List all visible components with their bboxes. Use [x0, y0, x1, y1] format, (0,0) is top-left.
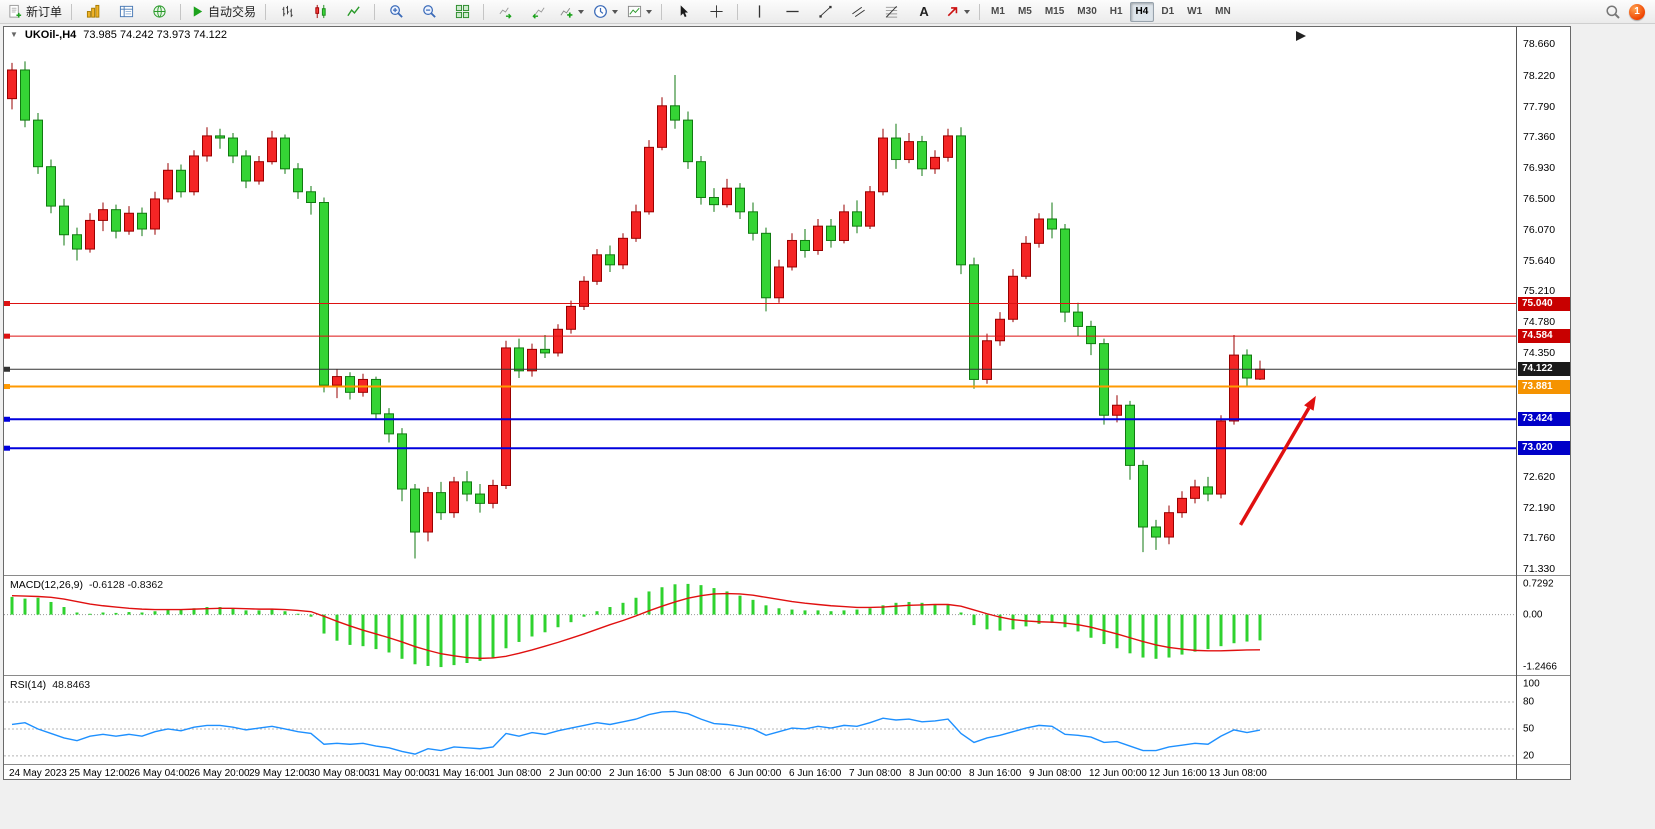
candles: [7, 61, 1265, 559]
toolbar: 新订单 自动交易: [0, 0, 1655, 24]
level-anchor-icon[interactable]: [4, 445, 10, 451]
tile-windows-icon: [455, 4, 469, 19]
annotation-arrow[interactable]: [1238, 407, 1311, 526]
horizontal-line-button[interactable]: [776, 1, 808, 23]
toolbar-separator: [71, 3, 73, 20]
text-tool-button[interactable]: A: [908, 1, 940, 23]
timeframe-button-m5[interactable]: M5: [1017, 6, 1032, 17]
dropdown-caret-icon: [646, 9, 653, 14]
market-watch-icon: [86, 4, 99, 18]
candlestick-chart-icon: [314, 4, 326, 19]
timeframe-button-m15[interactable]: M15: [1044, 6, 1065, 17]
new-order-icon: [9, 4, 22, 18]
candlestick-chart-button[interactable]: [304, 1, 336, 23]
data-window-button[interactable]: [110, 1, 142, 23]
indicators-button[interactable]: [555, 1, 588, 23]
market-watch-button[interactable]: [77, 1, 109, 23]
bar-chart-icon: [281, 5, 293, 18]
toolbar-separator: [265, 3, 267, 20]
auto-scroll-button[interactable]: [489, 1, 521, 23]
macd-histogram: [10, 583, 1262, 668]
level-anchor-icon[interactable]: [4, 384, 10, 390]
navigator-button[interactable]: [143, 1, 175, 23]
timeframe-button-w1[interactable]: W1: [1187, 6, 1203, 17]
channel-button[interactable]: [842, 1, 874, 23]
line-chart-button[interactable]: [337, 1, 369, 23]
crosshair-icon: [709, 5, 723, 18]
chart-shift-button[interactable]: [522, 1, 554, 23]
arrows-tool-icon: [947, 7, 958, 17]
cursor-icon: [680, 5, 688, 18]
scroll-anchor-icon[interactable]: [1296, 31, 1306, 41]
arrows-button[interactable]: [941, 1, 974, 23]
toolbar-separator: [180, 3, 182, 20]
toolbar-separator: [374, 3, 376, 20]
zoom-out-button[interactable]: [413, 1, 445, 23]
new-order-label: 新订单: [26, 5, 63, 19]
navigator-icon: [152, 5, 166, 18]
level-anchor-icon[interactable]: [4, 366, 10, 372]
dropdown-caret-icon: [578, 9, 585, 14]
periods-icon: [594, 5, 607, 18]
line-chart-icon: [346, 6, 360, 17]
channel-icon: [851, 6, 865, 18]
timeframe-button-m1[interactable]: M1: [991, 6, 1005, 17]
toolbar-separator: [979, 3, 981, 20]
level-anchor-icon[interactable]: [4, 301, 10, 307]
auto-scroll-icon: [499, 7, 512, 19]
level-anchor-icon[interactable]: [4, 416, 10, 422]
trendline-button[interactable]: [809, 1, 841, 23]
zoom-in-icon: [389, 5, 403, 18]
tile-windows-button[interactable]: [446, 1, 478, 23]
timeframe-button-h1[interactable]: H1: [1109, 6, 1123, 17]
zoom-out-icon: [422, 5, 436, 18]
bar-chart-button[interactable]: [271, 1, 303, 23]
timeframe-bar: M1 M5 M15 M30 H1 H4 D1 W1 MN: [985, 1, 1237, 22]
search-icon[interactable]: [1605, 4, 1621, 20]
dropdown-caret-icon: [964, 9, 971, 14]
toolbar-right-group: 1: [1605, 3, 1651, 20]
chart-shift-icon: [531, 7, 545, 19]
data-window-icon: [119, 5, 133, 18]
auto-trading-button[interactable]: 自动交易: [186, 1, 260, 23]
auto-trading-label: 自动交易: [208, 5, 257, 19]
toolbar-separator: [661, 3, 663, 20]
zoom-in-button[interactable]: [380, 1, 412, 23]
auto-trading-icon: [193, 6, 203, 17]
toolbar-separator: [483, 3, 485, 20]
notification-badge[interactable]: 1: [1629, 3, 1645, 20]
vertical-line-icon: [758, 5, 760, 18]
fibonacci-icon: [885, 6, 897, 18]
timeframe-button-mn[interactable]: MN: [1215, 6, 1231, 17]
annotation-arrow-head[interactable]: [1304, 395, 1316, 411]
chart-plot-area[interactable]: [4, 27, 1570, 779]
timeframe-button-d1[interactable]: D1: [1161, 6, 1175, 17]
templates-icon: [627, 5, 642, 18]
fibonacci-button[interactable]: [875, 1, 907, 23]
templates-button[interactable]: [623, 1, 656, 23]
crosshair-button[interactable]: [700, 1, 732, 23]
vertical-line-button[interactable]: [743, 1, 775, 23]
cursor-button[interactable]: [667, 1, 699, 23]
chart-window: ▼ UKOil-,H4 73.985 74.242 73.973 74.122 …: [3, 26, 1571, 780]
text-tool-icon: A: [919, 4, 929, 19]
macd-signal-line: [11, 592, 1261, 660]
toolbar-separator: [737, 3, 739, 20]
horizontal-line-icon: [785, 10, 799, 13]
rsi-line: [11, 710, 1261, 755]
level-anchor-icon[interactable]: [4, 333, 10, 339]
indicators-icon: [560, 7, 573, 18]
dropdown-caret-icon: [612, 9, 619, 14]
periods-button[interactable]: [589, 1, 622, 23]
trendline-icon: [818, 5, 832, 18]
timeframe-button-m30[interactable]: M30: [1077, 6, 1097, 17]
timeframe-button-h4[interactable]: H4: [1129, 1, 1155, 22]
new-order-button[interactable]: 新订单: [4, 1, 66, 23]
